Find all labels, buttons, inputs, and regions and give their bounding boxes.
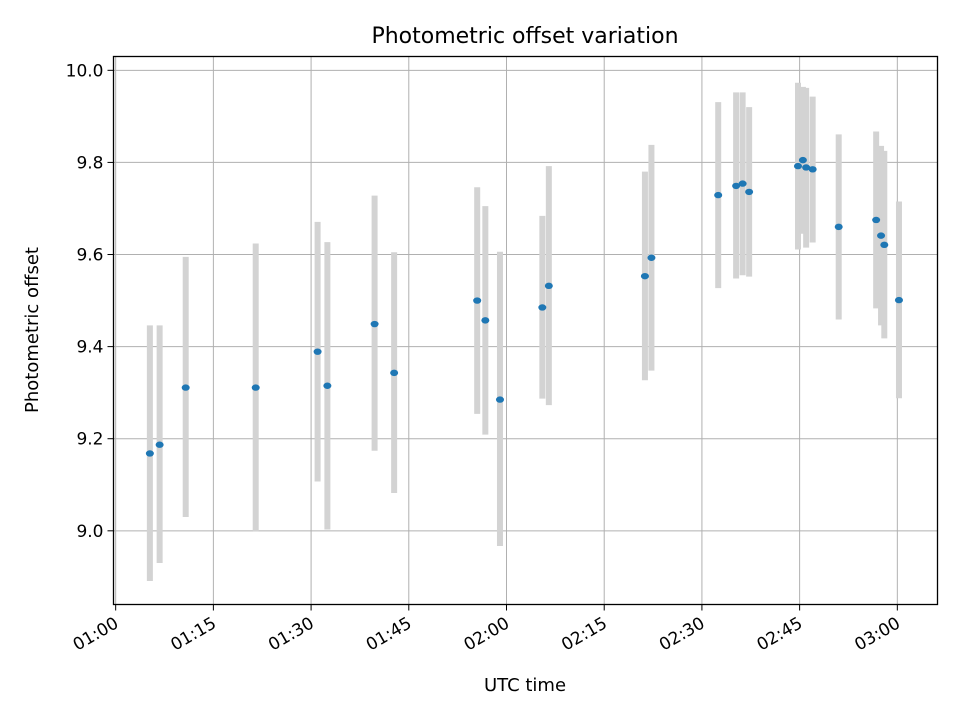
y-tick-label: 9.2 [76,430,103,450]
data-point [390,369,399,377]
data-point [323,382,332,389]
data-point [640,272,649,280]
y-tick-label: 9.4 [76,338,103,358]
data-point [145,450,154,457]
y-tick-label: 9.8 [76,153,103,173]
data-point [155,441,164,448]
y-axis-label: Photometric offset [22,247,43,413]
data-point [473,297,482,304]
data-point [880,241,889,249]
data-point [181,384,190,391]
data-point [745,188,754,196]
data-point [802,164,811,171]
data-point [793,162,802,170]
data-point [544,282,553,290]
data-point [495,396,504,403]
data-point [647,254,656,261]
data-point [808,166,817,173]
y-tick-label: 10.0 [66,61,104,81]
data-point [798,156,807,164]
y-tick-label: 9.6 [76,246,103,266]
plot-frame [112,55,939,606]
x-axis-label: UTC time [484,675,566,696]
data-point [538,304,547,311]
data-point [481,317,490,324]
data-point [732,182,741,190]
data-point [834,223,843,231]
data-point [714,191,723,199]
data-point [251,384,260,391]
data-point [313,348,322,355]
data-point [872,216,881,224]
data-point [894,296,903,304]
data-point [877,232,886,239]
data-point [738,180,747,187]
data-point [370,320,379,328]
y-tick-label: 9.0 [76,522,103,542]
y-axis-ticks: 9.0 9.2 9.4 9.6 9.8 10.0 [66,61,114,542]
data-points [145,156,903,457]
chart-title: Photometric offset variation [371,24,678,49]
